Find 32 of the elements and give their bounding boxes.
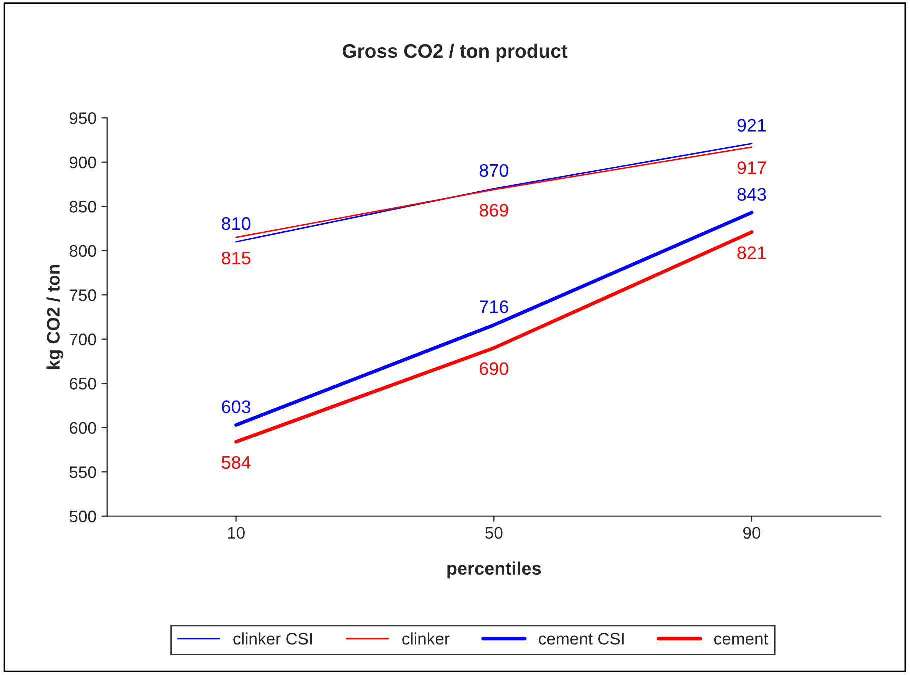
- legend-label: cement CSI: [539, 633, 624, 645]
- data-label: 690: [480, 362, 508, 376]
- data-label: 821: [738, 246, 766, 260]
- y-tick-label: 600: [70, 422, 96, 434]
- data-label: 810: [222, 217, 251, 230]
- y-tick-label: 750: [70, 290, 96, 302]
- x-tick-label: 10: [228, 527, 245, 540]
- data-label: 869: [480, 204, 508, 217]
- y-tick-label: 700: [70, 334, 96, 346]
- data-label: 716: [480, 300, 508, 314]
- legend-label: cement: [714, 634, 768, 645]
- y-tick-label: 800: [70, 245, 96, 258]
- y-tick-label: 850: [70, 201, 96, 213]
- y-tick-label: 950: [70, 112, 96, 124]
- data-label: 584: [222, 456, 251, 470]
- legend-label: clinker CSI: [234, 632, 312, 645]
- data-label: 921: [738, 119, 766, 132]
- y-tick-label: 500: [70, 510, 96, 523]
- chart-title: Gross CO2 / ton product: [342, 44, 568, 62]
- y-axis-title: kg CO2 / ton: [46, 265, 64, 370]
- legend-label: clinker: [402, 632, 450, 645]
- y-tick-label: 550: [70, 466, 96, 478]
- x-axis-title: percentiles: [448, 562, 542, 579]
- data-label: 603: [222, 400, 251, 414]
- x-tick-label: 90: [743, 527, 761, 540]
- y-tick-label: 900: [70, 156, 96, 169]
- y-tick-label: 650: [70, 378, 96, 390]
- data-label: 843: [738, 188, 766, 201]
- x-tick-label: 50: [486, 527, 503, 540]
- data-label: 870: [480, 164, 508, 178]
- data-label: 815: [222, 252, 251, 265]
- data-label: 917: [738, 162, 766, 174]
